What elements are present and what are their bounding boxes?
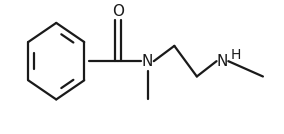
Text: N: N [216,54,228,69]
Text: O: O [112,4,124,19]
Text: N: N [142,54,153,69]
Text: H: H [231,48,241,62]
